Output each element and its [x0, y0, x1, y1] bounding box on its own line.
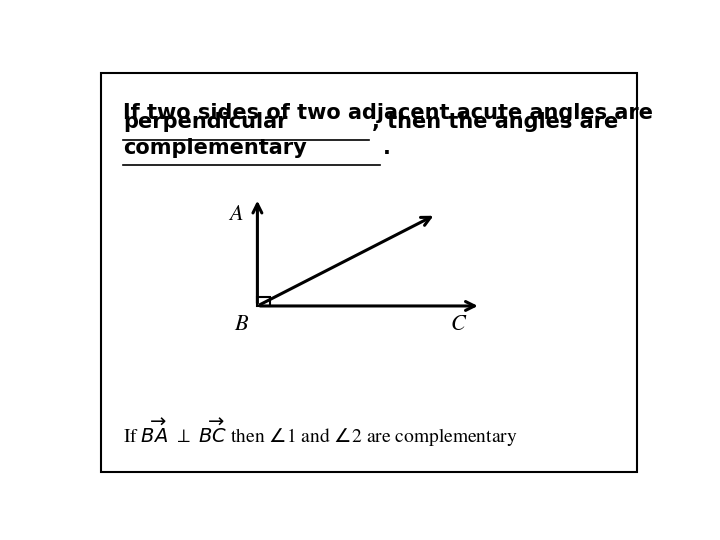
Text: A: A — [230, 204, 243, 225]
Text: If two sides of two adjacent acute angles are: If two sides of two adjacent acute angle… — [124, 103, 654, 123]
Text: If $\overrightarrow{BA}$ $\perp$ $\overrightarrow{BC}$ then $\angle$1 and $\angl: If $\overrightarrow{BA}$ $\perp$ $\overr… — [124, 416, 518, 449]
Text: complementary: complementary — [124, 138, 307, 158]
Text: .: . — [382, 138, 390, 158]
Bar — [258, 297, 270, 306]
Text: C: C — [451, 314, 466, 335]
Text: B: B — [234, 314, 248, 335]
Text: perpendicular: perpendicular — [124, 112, 288, 132]
Text: , then the angles are: , then the angles are — [372, 112, 618, 132]
